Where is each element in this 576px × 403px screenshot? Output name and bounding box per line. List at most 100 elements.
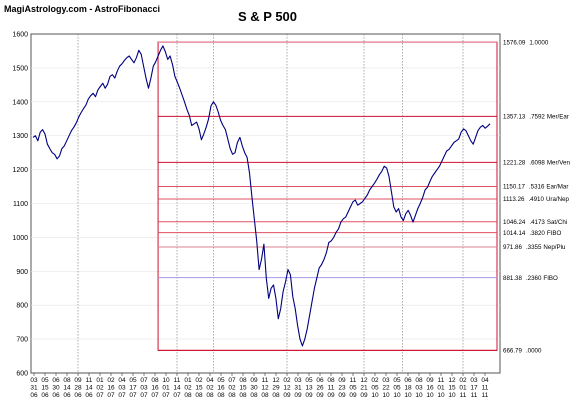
x-tick-label: 15 xyxy=(195,385,203,392)
x-tick-label: 10 xyxy=(393,392,401,399)
x-tick-label: 02 xyxy=(184,385,192,392)
x-tick-label: 06 xyxy=(404,377,412,384)
x-tick-label: 16 xyxy=(426,385,434,392)
fib-level-value: 881.38 xyxy=(503,275,522,282)
x-tick-label: 07 xyxy=(96,392,104,399)
fib-level-label: 1576.09 1.0000 xyxy=(503,39,549,46)
x-tick-label: 14 xyxy=(63,385,71,392)
x-tick-label: 16 xyxy=(217,385,225,392)
x-tick-label: 04 xyxy=(118,377,126,384)
x-tick-label: 08 xyxy=(63,377,71,384)
x-tick-label: 01 xyxy=(162,385,170,392)
x-tick-label: 30 xyxy=(52,385,60,392)
x-tick-label: 06 xyxy=(85,392,93,399)
x-tick-label: 08 xyxy=(217,392,225,399)
x-tick-label: 30 xyxy=(250,385,258,392)
x-tick-label: 02 xyxy=(107,377,115,384)
x-tick-label: 08 xyxy=(195,392,203,399)
x-tick-label: 05 xyxy=(393,385,401,392)
x-tick-label: 04 xyxy=(481,377,489,384)
x-tick-label: 10 xyxy=(448,392,456,399)
x-tick-label: 08 xyxy=(239,377,247,384)
x-tick-label: 03 xyxy=(382,377,390,384)
fib-level-ratio: .3820 xyxy=(529,230,545,237)
fib-level-ratio: .6098 xyxy=(529,160,545,167)
fib-level-value: 666.79 xyxy=(503,348,522,355)
x-tick-label: 31 xyxy=(30,385,38,392)
x-tick-label: 08 xyxy=(151,377,159,384)
x-tick-label: 22 xyxy=(382,385,390,392)
x-tick-label: 14 xyxy=(173,385,181,392)
x-tick-label: 02 xyxy=(283,377,291,384)
series-layer xyxy=(32,45,491,347)
x-tick-label: 11 xyxy=(174,377,181,384)
x-tick-label: 08 xyxy=(228,392,236,399)
x-tick-label: 08 xyxy=(239,392,247,399)
x-tick-label: 08 xyxy=(327,377,335,384)
x-tick-label: 09 xyxy=(294,392,302,399)
fib-level-aspect: FIBO xyxy=(547,230,562,237)
x-tick-label: 07 xyxy=(107,392,115,399)
fib-level-aspect: Ear/Mar xyxy=(546,184,568,191)
fib-level-ratio: .7592 xyxy=(529,114,545,121)
x-tick-label: 07 xyxy=(173,392,181,399)
x-tick-label: 07 xyxy=(140,377,148,384)
fib-level-label: 971.86 .3355 Nep/Plu xyxy=(503,244,566,251)
x-tick-label: 02 xyxy=(206,385,214,392)
fib-level-label: 1150.17 .5316 Ear/Mar xyxy=(503,184,568,191)
x-tick-label: 07 xyxy=(118,392,126,399)
x-tick-label: 09 xyxy=(305,392,313,399)
brand-label: MagiAstrology.com - AstroFibonacci xyxy=(4,4,160,14)
y-tick-label: 700 xyxy=(16,337,28,344)
x-tick-label: 05 xyxy=(371,385,379,392)
x-tick-label: 12 xyxy=(360,377,368,384)
fib-level-label: 1357.13.7592 Mer/Ear xyxy=(503,114,569,121)
y-tick-label: 1300 xyxy=(12,133,28,140)
x-tick-label: 26 xyxy=(316,385,324,392)
x-tick-label: 16 xyxy=(107,385,115,392)
x-tick-label: 10 xyxy=(371,392,379,399)
x-tick-label: 01 xyxy=(96,377,104,384)
x-tick-label: 09 xyxy=(250,377,258,384)
x-tick-label: 05 xyxy=(41,377,49,384)
x-tick-label: 11 xyxy=(350,377,357,384)
x-tick-label: 08 xyxy=(250,392,258,399)
x-tick-label: 08 xyxy=(261,392,269,399)
fib-level-aspect: Mer/Ear xyxy=(547,114,569,121)
x-tick-label: 01 xyxy=(184,377,192,384)
x-tick-label: 21 xyxy=(360,385,368,392)
x-tick-label: 06 xyxy=(30,392,38,399)
fib-level-label: 1046.24.4173 Sat/Chi xyxy=(503,219,567,226)
x-tick-label: 10 xyxy=(382,392,390,399)
x-tick-label: 01 xyxy=(459,385,467,392)
x-tick-label: 10 xyxy=(404,392,412,399)
x-tick-label: 11 xyxy=(438,377,445,384)
fib-level-ratio: 1.0000 xyxy=(529,39,548,46)
x-tick-label: 06 xyxy=(316,377,324,384)
x-tick-label: 09 xyxy=(338,377,346,384)
y-tick-label: 1500 xyxy=(12,65,28,72)
x-tick-label: 07 xyxy=(228,377,236,384)
x-tick-label: 11 xyxy=(482,385,489,392)
x-tick-label: 02 xyxy=(459,377,467,384)
x-tick-label: 09 xyxy=(349,392,357,399)
x-tick-label: 18 xyxy=(404,385,412,392)
x-tick-label: 05 xyxy=(217,377,225,384)
x-tick-label: 06 xyxy=(63,392,71,399)
x-tick-label: 05 xyxy=(349,385,357,392)
x-tick-label: 15 xyxy=(448,385,456,392)
y-tick-label: 800 xyxy=(16,303,28,310)
x-tick-label: 28 xyxy=(74,385,82,392)
x-tick-label: 07 xyxy=(140,392,148,399)
x-tick-label: 17 xyxy=(470,385,478,392)
x-tick-label: 09 xyxy=(283,392,291,399)
x-tick-label: 09 xyxy=(327,392,335,399)
x-tick-label: 07 xyxy=(151,392,159,399)
fib-level-value: 1357.13 xyxy=(503,114,526,121)
fib-level-aspect: Nep/Plu xyxy=(543,244,566,251)
x-tick-label: 11 xyxy=(460,392,467,399)
fib-level-ratio: .3355 xyxy=(526,244,542,251)
x-tick-label: 02 xyxy=(371,377,379,384)
x-tick-label: 12 xyxy=(448,377,456,384)
